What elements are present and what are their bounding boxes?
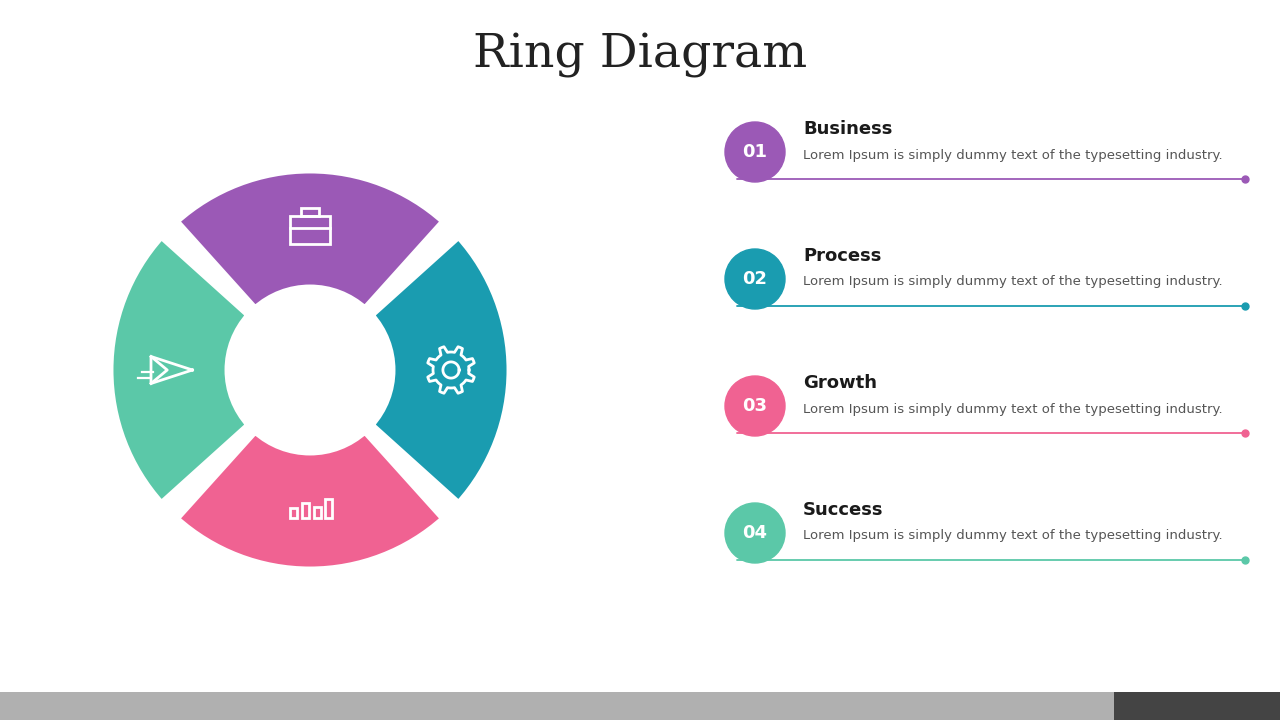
Text: Lorem Ipsum is simply dummy text of the typesetting industry.: Lorem Ipsum is simply dummy text of the …: [803, 276, 1222, 289]
Text: Business: Business: [803, 120, 892, 138]
Bar: [291, 508, 297, 518]
Wedge shape: [371, 236, 509, 504]
Text: 03: 03: [742, 397, 768, 415]
Circle shape: [724, 122, 785, 182]
Text: 02: 02: [742, 270, 768, 288]
Text: Lorem Ipsum is simply dummy text of the typesetting industry.: Lorem Ipsum is simply dummy text of the …: [803, 529, 1222, 542]
Text: 04: 04: [742, 524, 768, 542]
Wedge shape: [177, 170, 444, 309]
Wedge shape: [177, 431, 444, 570]
Text: Lorem Ipsum is simply dummy text of the typesetting industry.: Lorem Ipsum is simply dummy text of the …: [803, 148, 1222, 161]
Bar: [1114, 692, 1280, 720]
Bar: [325, 499, 333, 518]
Circle shape: [724, 249, 785, 309]
Bar: [301, 208, 319, 217]
Circle shape: [724, 503, 785, 563]
Bar: [0, 692, 1114, 720]
Text: Success: Success: [803, 501, 883, 519]
Wedge shape: [110, 236, 250, 504]
Text: Process: Process: [803, 247, 882, 265]
Text: Lorem Ipsum is simply dummy text of the typesetting industry.: Lorem Ipsum is simply dummy text of the …: [803, 402, 1222, 415]
Text: 01: 01: [742, 143, 768, 161]
Bar: [302, 503, 308, 518]
Bar: [314, 506, 321, 518]
Circle shape: [724, 376, 785, 436]
Text: Growth: Growth: [803, 374, 877, 392]
Text: Ring Diagram: Ring Diagram: [472, 32, 808, 78]
